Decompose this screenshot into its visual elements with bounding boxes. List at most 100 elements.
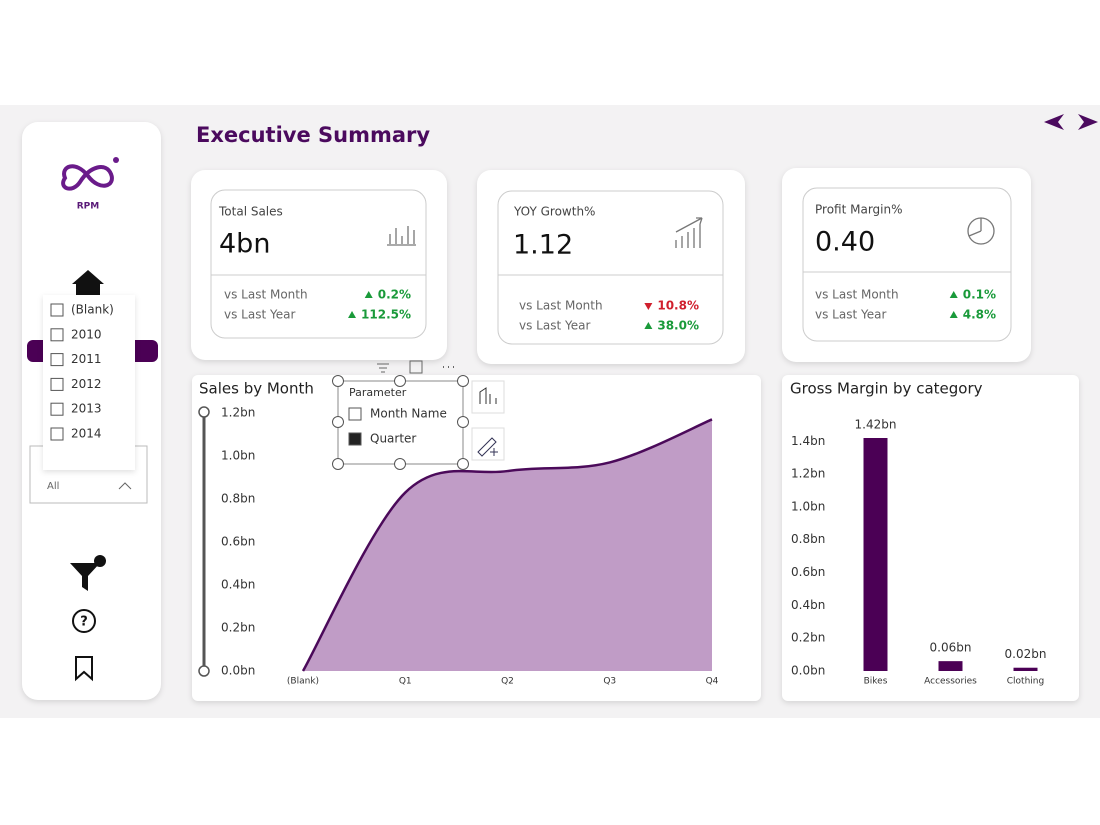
y-tick-label: 0.6bn [221, 535, 255, 549]
checkbox[interactable] [50, 427, 64, 441]
build-button[interactable] [471, 380, 505, 414]
slicer-chevron[interactable] [118, 482, 132, 490]
resize-handle[interactable] [457, 375, 469, 387]
slicer-item: 2010 [71, 327, 102, 341]
next-page[interactable] [1078, 114, 1098, 130]
slider-handle[interactable] [198, 406, 210, 418]
x-tick-label: Q2 [501, 677, 514, 687]
y-tick-label: 1.2bn [791, 467, 825, 481]
kpi-arrow [949, 291, 958, 298]
parameter-option: Month Name [370, 407, 447, 421]
slicer-item: 2013 [71, 402, 102, 416]
y-tick-label: 0.2bn [791, 631, 825, 645]
resize-handle[interactable] [394, 375, 406, 387]
x-tick-label: (Blank) [287, 677, 319, 687]
y-tick-label: 0.4bn [221, 578, 255, 592]
help-icon[interactable] [72, 609, 96, 633]
parameter-slicer: Parameter Month Name Quarter [332, 375, 469, 470]
slicer-dropdown: (Blank) 2010 2011 2012 2013 2014 [43, 295, 135, 470]
build-icon [479, 387, 497, 404]
resize-handle[interactable] [332, 458, 344, 470]
line [301, 418, 713, 672]
kpi-arrow [348, 311, 357, 318]
kpi-value: 0.40 [815, 227, 875, 258]
y-tick-label: 0.0bn [221, 664, 255, 678]
slicer-item: 2012 [71, 377, 102, 391]
kpi-icons [387, 217, 995, 248]
slider-handle[interactable] [198, 665, 210, 677]
slicer-item: 2014 [71, 427, 102, 441]
y-tick-label: 1.0bn [791, 499, 825, 513]
slicer-item: 2011 [71, 352, 102, 366]
logo-mark [61, 164, 114, 191]
checkbox[interactable] [50, 353, 64, 367]
filter-icon[interactable] [70, 563, 100, 591]
bar [938, 661, 963, 671]
y-tick-label: 0.8bn [221, 492, 255, 506]
parameter-option: Quarter [370, 432, 416, 446]
x-tick-label: Q1 [399, 677, 412, 687]
kpi-label: Profit Margin% [815, 203, 903, 217]
kpi-change: 0.2% [378, 288, 411, 302]
filter-clear[interactable] [94, 555, 106, 567]
kpi-compare-label: vs Last Year [815, 308, 886, 322]
kpi-arrow [644, 303, 653, 310]
y-tick-label: 1.4bn [791, 434, 825, 448]
resize-handle[interactable] [457, 458, 469, 470]
resize-handle[interactable] [394, 458, 406, 470]
resize-handle[interactable] [457, 416, 469, 428]
bar [863, 438, 888, 671]
chart-title: Sales by Month [199, 380, 314, 398]
kpi-arrow [364, 291, 373, 298]
filter-tool[interactable] [377, 363, 389, 373]
y-tick-label: 0.0bn [791, 664, 825, 678]
sales-icon [387, 226, 416, 246]
kpi-value: 4bn [219, 229, 270, 260]
x-tick-label: Clothing [1007, 677, 1044, 687]
kpi-label: YOY Growth% [513, 205, 595, 219]
radio-box[interactable] [348, 432, 362, 446]
prev-page[interactable] [1044, 114, 1064, 130]
radio-box[interactable] [348, 407, 362, 421]
kpi-compare-label: vs Last Year [224, 308, 295, 322]
kpi-change: 4.8% [963, 308, 996, 322]
logo-dot [113, 157, 119, 163]
checkbox[interactable] [50, 402, 64, 416]
chart-title: Gross Margin by category [790, 380, 983, 398]
kpi-arrow [644, 322, 653, 329]
kpi-inner [497, 190, 724, 345]
y-tick-label: 0.4bn [791, 598, 825, 612]
area [303, 419, 712, 671]
format-icon [477, 437, 498, 457]
bookmark-icon[interactable] [75, 656, 93, 682]
margin-icon-slice [968, 218, 982, 237]
kpi-inner [802, 187, 1012, 342]
checkbox[interactable] [50, 303, 64, 317]
kpi-value: 1.12 [513, 230, 573, 261]
format-button[interactable] [471, 427, 505, 461]
logo-text: RPM [77, 202, 100, 212]
x-tick-label: Accessories [924, 677, 977, 687]
growth-icon [675, 217, 703, 248]
title: Executive Summary [196, 123, 430, 147]
kpi-label: Total Sales [218, 205, 283, 219]
checkbox[interactable] [50, 328, 64, 342]
kpi-change: 10.8% [657, 299, 699, 313]
help-glyph: ? [80, 615, 88, 630]
x-tick-label: Q3 [603, 677, 616, 687]
slicer-selection: All [47, 481, 59, 492]
checkbox[interactable] [50, 377, 64, 391]
parameter-title: Parameter [349, 386, 407, 399]
visual-toolbar [377, 360, 505, 461]
resize-handle[interactable] [332, 375, 344, 387]
kpi-compare-label: vs Last Year [519, 319, 590, 333]
data-label: 0.02bn [1005, 647, 1047, 661]
resize-handle[interactable] [332, 416, 344, 428]
home-icon[interactable] [72, 270, 104, 296]
y-tick-label: 1.2bn [221, 406, 255, 420]
x-tick-label: Bikes [864, 677, 888, 687]
data-label: 1.42bn [855, 418, 897, 432]
focus-tool[interactable] [409, 360, 423, 374]
x-tick-label: Q4 [706, 677, 719, 687]
